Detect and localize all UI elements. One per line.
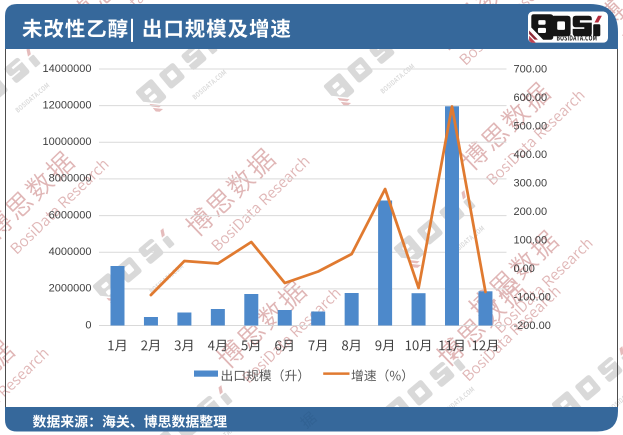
svg-text:400.00: 400.00 — [514, 149, 548, 161]
svg-text:8000000: 8000000 — [49, 173, 92, 185]
svg-text:600.00: 600.00 — [514, 92, 548, 104]
svg-text:0.00: 0.00 — [514, 263, 535, 275]
svg-text:700.00: 700.00 — [514, 64, 548, 76]
svg-text:14000000: 14000000 — [43, 63, 92, 75]
svg-text:-100.00: -100.00 — [514, 292, 551, 304]
svg-text:10000000: 10000000 — [43, 136, 92, 148]
svg-text:500.00: 500.00 — [514, 121, 548, 133]
svg-text:300.00: 300.00 — [514, 178, 548, 190]
svg-text:-200.00: -200.00 — [514, 320, 551, 332]
svg-text:200.00: 200.00 — [514, 206, 548, 218]
svg-text:6000000: 6000000 — [49, 209, 92, 221]
svg-text:4000000: 4000000 — [49, 246, 92, 258]
svg-text:12000000: 12000000 — [43, 99, 92, 111]
svg-text:2000000: 2000000 — [49, 283, 92, 295]
svg-text:100.00: 100.00 — [514, 235, 548, 247]
svg-text:0: 0 — [85, 319, 91, 331]
